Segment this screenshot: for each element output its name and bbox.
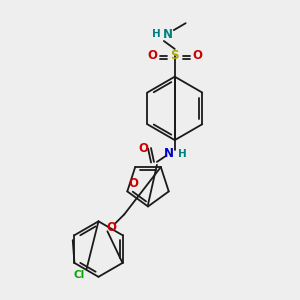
Text: Cl: Cl bbox=[73, 270, 84, 280]
Text: S: S bbox=[170, 50, 179, 62]
Text: O: O bbox=[147, 50, 157, 62]
Text: O: O bbox=[106, 221, 116, 234]
Text: O: O bbox=[138, 142, 148, 154]
Text: O: O bbox=[128, 177, 138, 190]
Text: O: O bbox=[193, 50, 202, 62]
Text: N: N bbox=[163, 28, 173, 40]
Text: H: H bbox=[152, 29, 160, 39]
Text: H: H bbox=[178, 149, 187, 159]
Text: N: N bbox=[164, 148, 174, 160]
